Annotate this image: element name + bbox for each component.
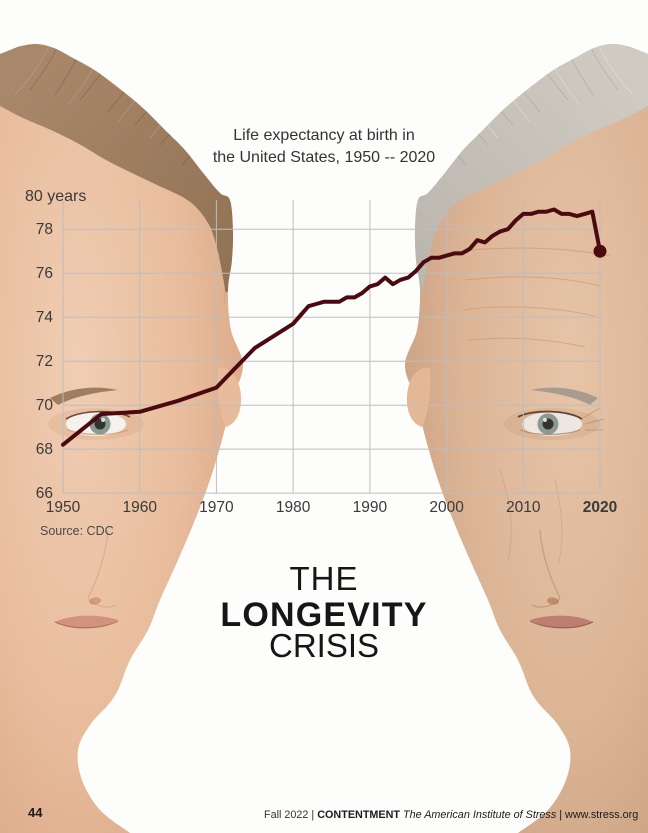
svg-text:the United States, 1950 -- 202: the United States, 1950 -- 2020 <box>213 149 435 166</box>
svg-text:72: 72 <box>36 353 53 370</box>
svg-text:1970: 1970 <box>199 499 234 516</box>
svg-text:76: 76 <box>36 265 53 282</box>
svg-text:68: 68 <box>36 441 53 458</box>
svg-text:80 years: 80 years <box>25 188 86 205</box>
svg-text:Life expectancy at birth in: Life expectancy at birth in <box>233 127 414 144</box>
svg-text:Fall 2022 | CONTENTMENT The Am: Fall 2022 | CONTENTMENT The American Ins… <box>264 809 638 821</box>
svg-text:70: 70 <box>36 397 54 414</box>
svg-text:THE: THE <box>290 560 359 597</box>
svg-text:1990: 1990 <box>353 499 388 516</box>
svg-text:74: 74 <box>36 309 54 326</box>
svg-text:78: 78 <box>36 221 53 238</box>
svg-text:CRISIS: CRISIS <box>269 627 379 664</box>
svg-text:1960: 1960 <box>122 499 157 516</box>
svg-text:44: 44 <box>28 805 43 820</box>
svg-text:1980: 1980 <box>276 499 311 516</box>
svg-text:2020: 2020 <box>583 499 617 516</box>
svg-text:2010: 2010 <box>506 499 541 516</box>
svg-text:1950: 1950 <box>46 499 81 516</box>
svg-text:Source: CDC: Source: CDC <box>40 524 114 538</box>
svg-text:2000: 2000 <box>429 499 464 516</box>
